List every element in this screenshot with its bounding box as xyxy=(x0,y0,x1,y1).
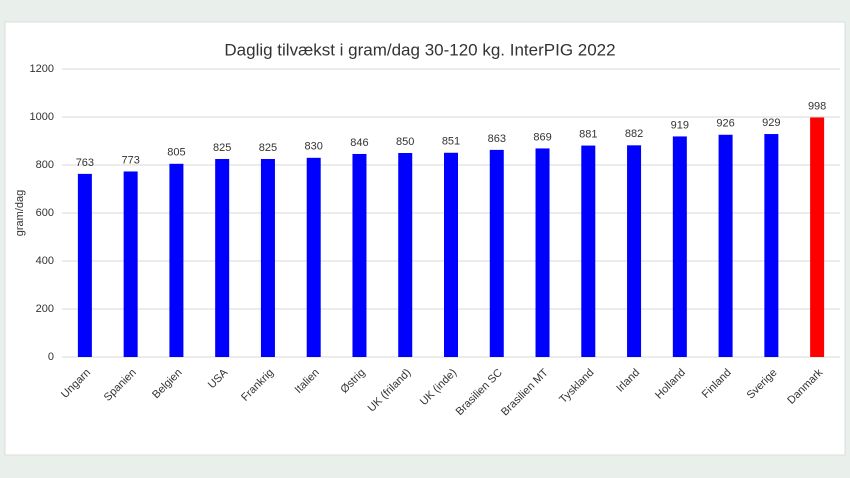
bar xyxy=(352,153,367,357)
bar xyxy=(215,159,230,357)
bar xyxy=(718,134,733,357)
y-axis-label: gram/dag xyxy=(14,190,26,236)
data-label: 830 xyxy=(305,141,323,153)
bar xyxy=(764,134,779,357)
data-label: 863 xyxy=(488,133,506,145)
bar xyxy=(444,152,458,357)
bar xyxy=(672,136,687,357)
bar xyxy=(535,148,550,357)
data-label: 881 xyxy=(579,128,597,140)
data-label: 850 xyxy=(396,136,414,148)
data-label: 998 xyxy=(808,100,826,112)
bar xyxy=(581,145,596,357)
bar xyxy=(169,163,184,357)
data-label: 773 xyxy=(121,154,139,166)
y-tick-label: 1000 xyxy=(30,111,54,123)
data-label: 825 xyxy=(213,142,231,154)
data-label: 929 xyxy=(762,117,780,129)
y-tick-label: 1200 xyxy=(30,63,54,75)
bar xyxy=(810,117,825,357)
y-tick-label: 200 xyxy=(36,303,54,315)
data-label: 825 xyxy=(259,142,277,154)
y-tick-label: 0 xyxy=(48,351,54,363)
y-tick-label: 800 xyxy=(36,159,54,171)
bar xyxy=(306,157,321,357)
chart-area xyxy=(4,21,846,456)
data-label: 846 xyxy=(350,137,368,149)
bar xyxy=(627,145,642,357)
data-label: 882 xyxy=(625,128,643,140)
data-label: 919 xyxy=(671,119,689,131)
data-label: 851 xyxy=(442,136,460,148)
chart-title: Daglig tilvækst i gram/dag 30-120 kg. In… xyxy=(224,40,615,59)
data-label: 926 xyxy=(716,118,734,130)
data-label: 805 xyxy=(167,147,185,159)
bar xyxy=(123,171,138,357)
y-tick-label: 600 xyxy=(36,207,54,219)
bar xyxy=(77,173,92,357)
bar xyxy=(260,159,275,357)
bar xyxy=(489,149,504,357)
y-tick-label: 400 xyxy=(36,255,54,267)
data-label: 763 xyxy=(76,157,94,169)
bar xyxy=(398,153,413,357)
data-label: 869 xyxy=(533,131,551,143)
